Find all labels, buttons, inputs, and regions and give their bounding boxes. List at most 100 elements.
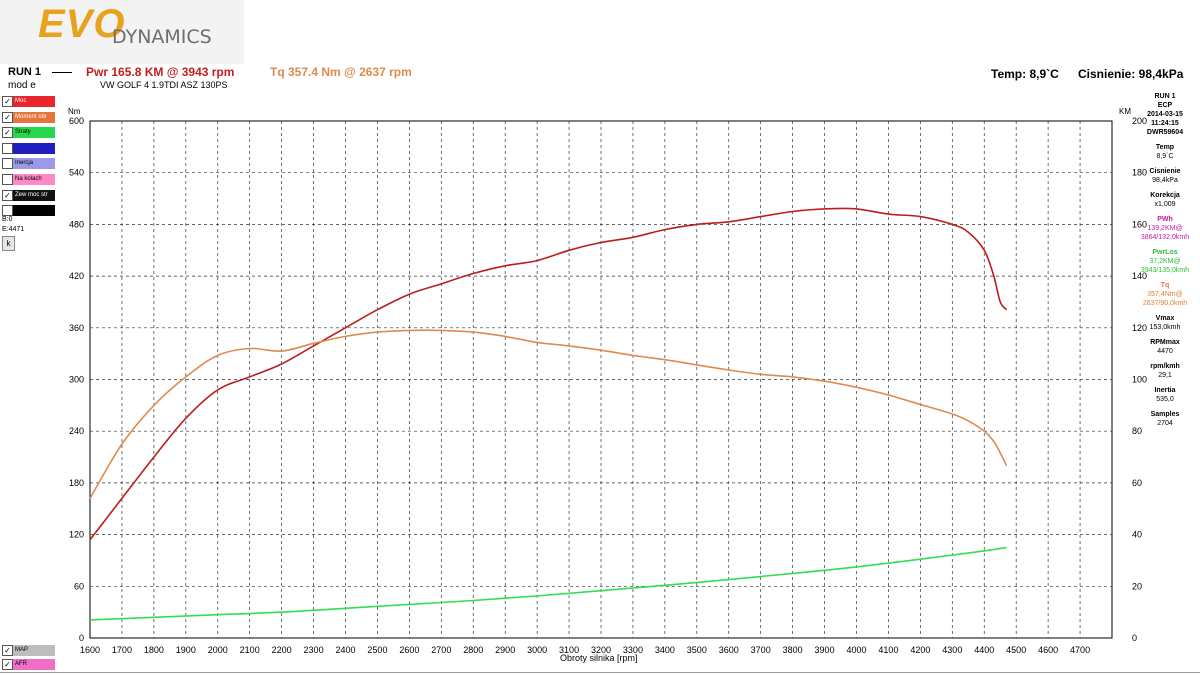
series-line-moment-obr (89, 329, 1008, 499)
x-tick-label: 3600 (719, 645, 739, 655)
y-right-tick-label: 80 (1132, 426, 1142, 436)
y-left-tick-label: 120 (69, 530, 84, 540)
panel-date: 2014-03-15 (1147, 111, 1183, 118)
legend-item[interactable]: ✓ Moc (2, 96, 55, 107)
x-tick-label: 4400 (974, 645, 994, 655)
x-tick-label: 2600 (399, 645, 419, 655)
bottom-rule (0, 672, 1200, 673)
power-summary: Pwr 165.8 KM @ 3943 rpm (86, 65, 235, 79)
panel-temp-value: 8,9`C (1156, 153, 1174, 160)
legend-checkbox[interactable] (2, 205, 13, 217)
y-left-tick-label: 540 (69, 168, 84, 178)
panel-samples-label: Samples (1150, 411, 1180, 418)
y-right-unit-label: KM (1119, 107, 1131, 116)
panel-rpmmax-label: RPMmax (1150, 339, 1180, 346)
x-tick-label: 1800 (144, 645, 164, 655)
y-right-tick-label: 180 (1132, 168, 1147, 178)
logo-part1: EVO (38, 2, 126, 46)
x-tick-label: 4500 (1006, 645, 1026, 655)
legend-item[interactable]: ✓ Zew moc str (2, 189, 55, 201)
panel-pwh-sub: 3864/132,0kmh (1140, 234, 1190, 241)
legend-label: AFR (13, 659, 55, 670)
panel-id: DWR59604 (1146, 129, 1184, 136)
legend-checkbox[interactable] (2, 142, 13, 154)
legend-item[interactable]: ✓ AFR (2, 659, 55, 670)
left-b-value: B:0 (2, 216, 13, 223)
y-left-tick-label: 420 (69, 271, 84, 281)
x-tick-label: 2200 (272, 645, 292, 655)
y-right-tick-label: 40 (1132, 530, 1142, 540)
panel-rpmkmh-value: 29,1 (1158, 372, 1172, 379)
legend-checkbox[interactable]: ✓ (2, 659, 13, 670)
panel-run: RUN 1 (1154, 93, 1176, 100)
x-tick-label: 3000 (527, 645, 547, 655)
y-left-tick-label: 360 (69, 323, 84, 333)
legend-checkbox[interactable] (2, 174, 13, 185)
panel-temp-label: Temp (1155, 144, 1175, 151)
y-right-tick-label: 120 (1132, 323, 1147, 333)
car-label: VW GOLF 4 1.9TDI ASZ 130PS (100, 80, 228, 90)
y-right-tick-label: 200 (1132, 116, 1147, 126)
x-tick-label: 3200 (591, 645, 611, 655)
y-left-unit-label: Nm (68, 107, 81, 116)
x-tick-label: 2700 (431, 645, 451, 655)
legend-item[interactable]: Inercja (2, 158, 55, 170)
legend-label: Moc (13, 96, 55, 107)
panel-vmax-label: Vmax (1155, 315, 1175, 322)
legend-label: Zew moc str (13, 189, 55, 201)
panel-korekcja-label: Korekcja (1150, 192, 1180, 199)
legend-label: Moment obr (13, 111, 55, 123)
x-tick-label: 4700 (1070, 645, 1090, 655)
panel-pwh-value: 139,2KM@ (1147, 225, 1183, 232)
legend-item[interactable] (2, 142, 55, 154)
legend-item[interactable]: ✓ Moment obr (2, 111, 55, 123)
series-line-straty (89, 546, 1007, 621)
x-tick-label: 2000 (208, 645, 228, 655)
legend-label (13, 205, 55, 217)
y-right-tick-label: 100 (1132, 375, 1147, 385)
run-line-sample (52, 72, 72, 73)
pressure-summary: Cisnienie: 98,4kPa (1078, 67, 1184, 81)
panel-rpmmax-value: 4470 (1157, 348, 1173, 355)
legend-checkbox[interactable]: ✓ (2, 645, 13, 656)
legend-checkbox[interactable]: ✓ (2, 96, 13, 107)
x-tick-label: 1600 (80, 645, 100, 655)
panel-ecp: ECP (1157, 102, 1173, 109)
x-axis-title: Obroty silnika [rpm] (560, 653, 638, 663)
panel-korekcja-value: x1,009 (1154, 201, 1176, 208)
evo-dynamics-logo: EVO DYNAMICS (0, 0, 244, 64)
y-left-tick-label: 600 (69, 116, 84, 126)
panel-tq-label: Tq (1160, 282, 1170, 289)
x-tick-label: 3800 (783, 645, 803, 655)
legend-item[interactable] (2, 205, 55, 217)
panel-time: 11:24:15 (1151, 120, 1179, 127)
x-tick-label: 3400 (655, 645, 675, 655)
k-button[interactable]: k (2, 236, 15, 251)
legend-label: Straty (13, 127, 55, 139)
legend-checkbox[interactable]: ✓ (2, 189, 13, 201)
left-e-value: E:4471 (2, 226, 25, 233)
x-tick-label: 2100 (240, 645, 260, 655)
x-tick-label: 4100 (878, 645, 898, 655)
x-tick-label: 2400 (335, 645, 355, 655)
y-right-tick-label: 60 (1132, 478, 1142, 488)
legend-item[interactable]: ✓ MAP (2, 645, 55, 656)
legend-item[interactable]: Na kolach (2, 174, 55, 185)
series-line-moc (89, 207, 1008, 541)
legend-checkbox[interactable]: ✓ (2, 111, 13, 123)
x-tick-label: 3500 (687, 645, 707, 655)
legend-checkbox[interactable] (2, 158, 13, 170)
x-tick-label: 2800 (463, 645, 483, 655)
y-left-tick-label: 180 (69, 478, 84, 488)
y-right-tick-label: 20 (1132, 581, 1142, 591)
y-right-tick-label: 0 (1132, 633, 1137, 643)
right-info-panel: RUN 1 ECP 2014-03-15 11:24:15 DWR59604 T… (1134, 92, 1196, 434)
mod-label: mod e (8, 80, 36, 91)
legend-item[interactable]: ✓ Straty (2, 127, 55, 139)
panel-pwrlos-sub: 3943/135,0kmh (1140, 267, 1190, 274)
panel-pwrlos-value: 37,2KM@ (1149, 258, 1181, 265)
panel-inertia-label: Inertia (1154, 387, 1176, 394)
x-tick-label: 4300 (942, 645, 962, 655)
x-tick-label: 1700 (112, 645, 132, 655)
legend-checkbox[interactable]: ✓ (2, 127, 13, 139)
